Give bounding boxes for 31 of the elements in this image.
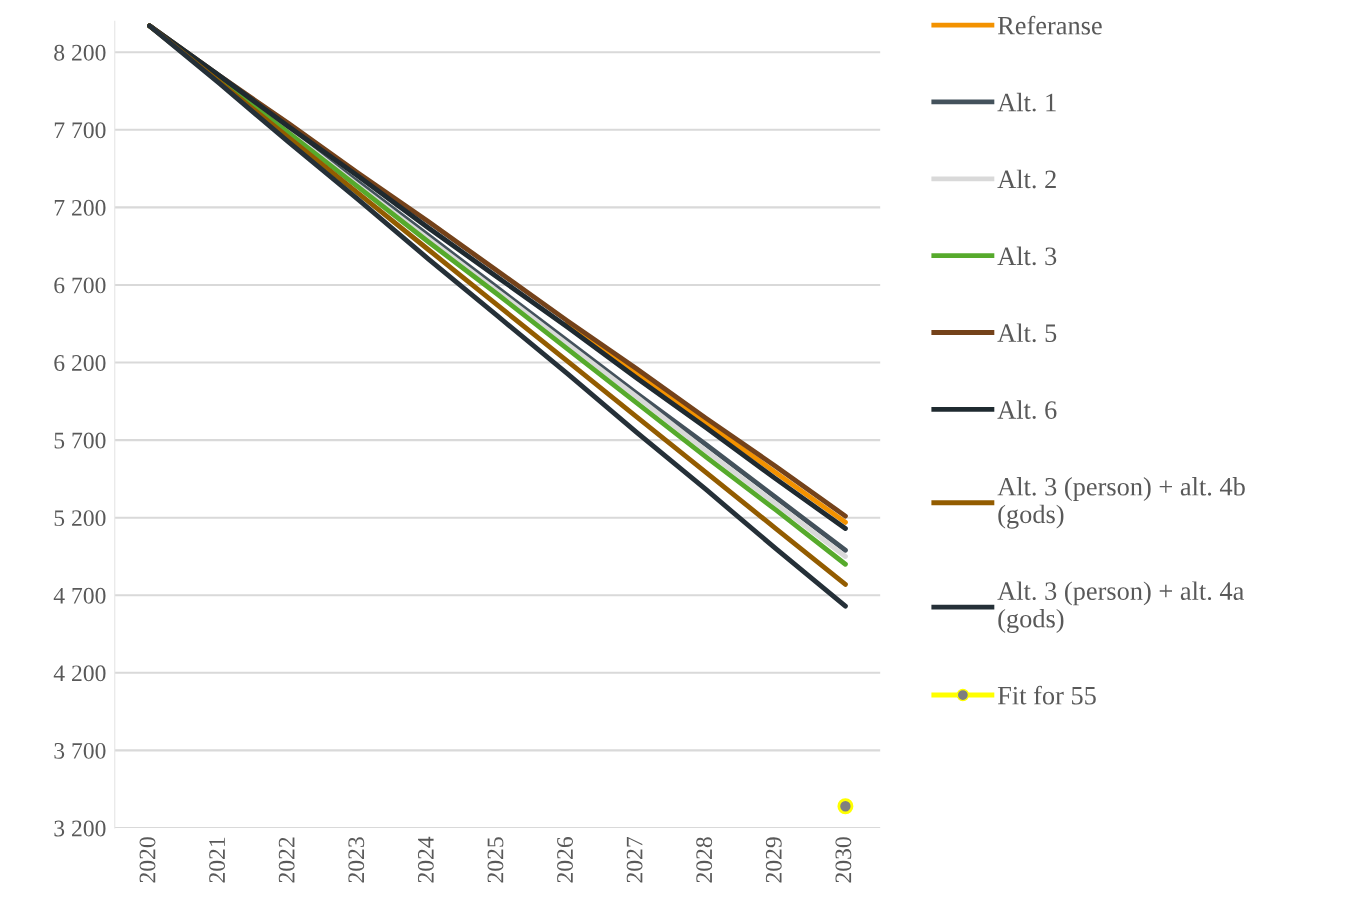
legend-label: Alt. 1 bbox=[997, 92, 1056, 112]
legend-label: Referanse bbox=[997, 15, 1102, 35]
x-tick-label: 2020 bbox=[139, 837, 156, 883]
legend-label: Alt. 5 bbox=[997, 323, 1057, 343]
legend-label: Alt. 3 bbox=[997, 246, 1057, 266]
y-tick-label: 3 200 bbox=[54, 820, 106, 837]
x-tick-label: 2025 bbox=[487, 837, 504, 883]
y-tick-label: 7 700 bbox=[54, 122, 106, 139]
legend-label: Alt. 3 (person) + alt. 4a (gods) bbox=[997, 581, 1244, 634]
legend-label: Alt. 3 (person) + alt. 4b (gods) bbox=[997, 477, 1245, 529]
y-tick-label: 4 200 bbox=[53, 665, 106, 682]
y-tick-label: 6 200 bbox=[54, 355, 106, 371]
x-tick-label: 2022 bbox=[278, 837, 295, 883]
x-tick-label: 2023 bbox=[348, 837, 365, 883]
x-tick-label: 2021 bbox=[209, 837, 226, 883]
y-tick-label: 5 200 bbox=[54, 510, 106, 527]
y-tick-label: 7 200 bbox=[54, 199, 106, 216]
y-tick-label: 4 700 bbox=[53, 587, 106, 604]
x-tick-label: 2026 bbox=[557, 837, 573, 883]
x-tick-label: 2030 bbox=[835, 837, 852, 883]
y-tick-label: 6 700 bbox=[54, 277, 106, 294]
x-tick-label: 2028 bbox=[696, 837, 713, 883]
x-tick-label: 2027 bbox=[626, 836, 643, 883]
y-tick-label: 8 200 bbox=[54, 44, 106, 61]
legend-label: Fit for 55 bbox=[997, 685, 1096, 705]
y-tick-label: 3 700 bbox=[54, 742, 106, 759]
legend-label: Alt. 2 bbox=[997, 169, 1056, 189]
legend-label: Alt. 6 bbox=[997, 400, 1057, 420]
x-tick-label: 2029 bbox=[765, 837, 782, 883]
y-tick-label: 5 700 bbox=[54, 432, 106, 449]
x-tick-label: 2024 bbox=[417, 836, 434, 883]
